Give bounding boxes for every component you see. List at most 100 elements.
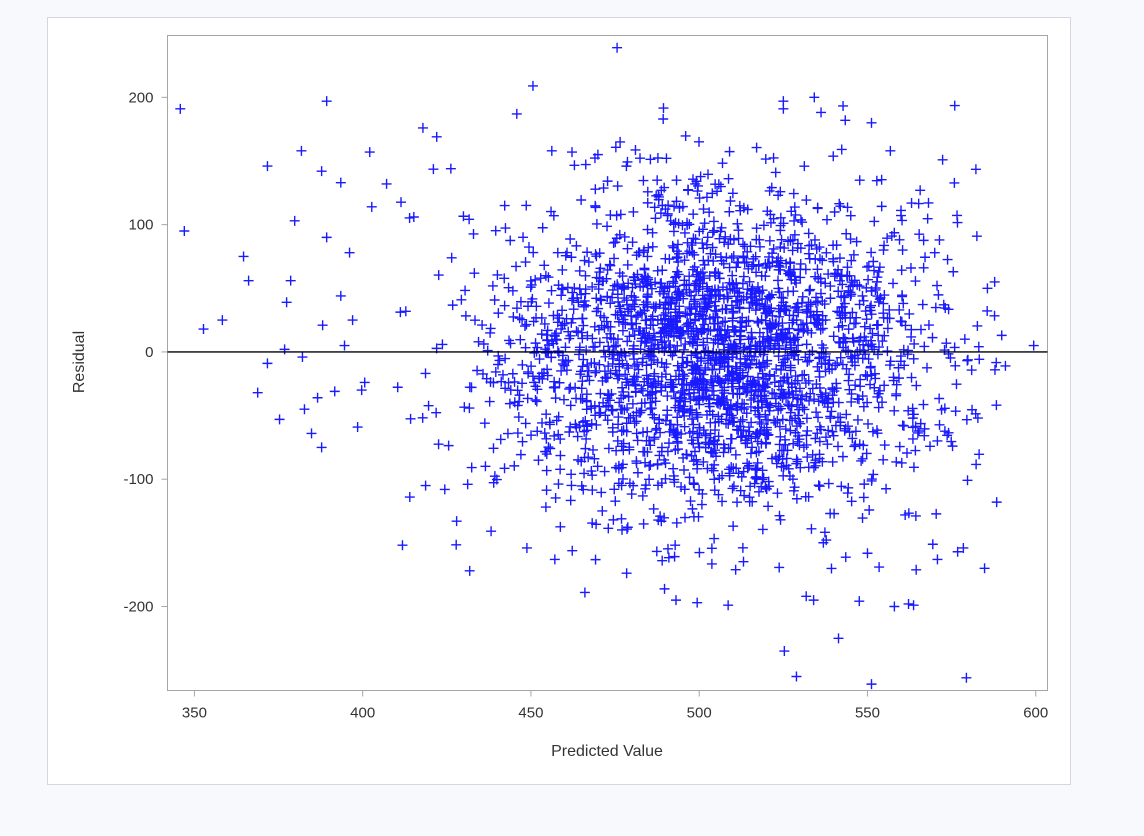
data-point	[792, 375, 803, 386]
data-point	[609, 484, 620, 495]
data-point	[756, 418, 767, 429]
data-point	[637, 353, 648, 364]
data-point	[726, 410, 737, 421]
data-point	[800, 378, 811, 389]
data-point	[747, 496, 758, 507]
data-point	[484, 396, 495, 407]
data-point	[459, 402, 470, 413]
data-point	[789, 215, 800, 226]
data-point	[785, 425, 796, 436]
data-point	[577, 313, 588, 324]
data-point	[576, 480, 587, 491]
data-point	[723, 173, 734, 184]
data-point	[618, 314, 629, 325]
data-point	[555, 450, 566, 461]
data-point	[559, 318, 570, 329]
data-point	[771, 318, 782, 329]
data-point	[872, 272, 883, 283]
data-point	[558, 394, 569, 405]
data-point	[872, 391, 883, 402]
data-point	[175, 103, 186, 114]
data-point	[591, 419, 602, 430]
data-point	[530, 394, 541, 405]
data-point	[911, 564, 922, 575]
data-point	[840, 312, 851, 323]
data-point	[919, 341, 930, 352]
data-point	[732, 283, 743, 294]
data-point	[716, 391, 727, 402]
data-point	[970, 408, 981, 419]
data-point	[751, 267, 762, 278]
data-point	[798, 442, 809, 453]
data-point	[834, 253, 845, 264]
data-point	[942, 430, 953, 441]
data-point	[699, 273, 710, 284]
data-point	[699, 303, 710, 314]
data-point	[781, 372, 792, 383]
data-point	[881, 483, 892, 494]
data-point	[639, 263, 650, 274]
data-point	[631, 416, 642, 427]
data-point	[641, 336, 652, 347]
data-point	[531, 301, 542, 312]
data-point	[750, 305, 761, 316]
data-point	[650, 378, 661, 389]
x-tick-label: 600	[1023, 705, 1048, 722]
data-point	[488, 443, 499, 454]
data-point	[790, 209, 801, 220]
data-point	[417, 412, 428, 423]
data-point	[879, 440, 890, 451]
data-point	[541, 409, 552, 420]
data-point	[816, 340, 827, 351]
data-point	[866, 300, 877, 311]
data-point	[799, 369, 810, 380]
data-point	[757, 474, 768, 485]
data-point	[479, 418, 490, 429]
data-point	[514, 390, 525, 401]
data-point	[546, 206, 557, 217]
data-point	[612, 435, 623, 446]
data-point	[404, 212, 415, 223]
data-point	[688, 511, 699, 522]
data-point	[671, 271, 682, 282]
data-point	[637, 385, 648, 396]
data-point	[847, 357, 858, 368]
data-point	[530, 338, 541, 349]
data-point	[775, 212, 786, 223]
data-point	[863, 261, 874, 272]
data-point	[486, 526, 497, 537]
data-point	[564, 426, 575, 437]
data-point	[833, 322, 844, 333]
data-point	[637, 490, 648, 501]
data-point	[580, 288, 591, 299]
data-point	[866, 475, 877, 486]
data-point	[942, 254, 953, 265]
data-point	[648, 320, 659, 331]
data-point	[700, 297, 711, 308]
data-point	[744, 276, 755, 287]
data-point	[959, 334, 970, 345]
data-point	[539, 318, 550, 329]
data-point	[830, 360, 841, 371]
data-point	[737, 367, 748, 378]
data-point	[556, 365, 567, 376]
data-point	[843, 324, 854, 335]
data-point	[906, 372, 917, 383]
data-point	[863, 418, 874, 429]
data-point	[578, 354, 589, 365]
data-point	[692, 459, 703, 470]
data-point	[859, 321, 870, 332]
data-point	[617, 473, 628, 484]
data-point	[638, 175, 649, 186]
data-point	[580, 443, 591, 454]
data-point	[670, 371, 681, 382]
data-point	[854, 299, 865, 310]
data-point	[738, 251, 749, 262]
data-point	[762, 206, 773, 217]
data-point	[767, 387, 778, 398]
data-point	[824, 355, 835, 366]
data-point	[725, 433, 736, 444]
data-point	[778, 297, 789, 308]
data-point	[659, 454, 670, 465]
data-point	[691, 269, 702, 280]
